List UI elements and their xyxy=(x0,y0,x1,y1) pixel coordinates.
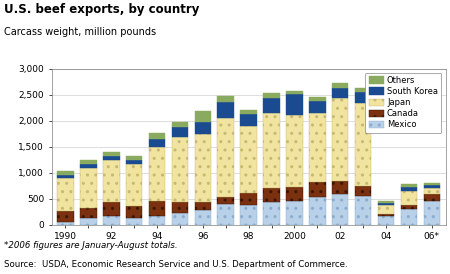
Bar xyxy=(400,187,417,191)
Bar xyxy=(400,205,417,209)
Bar xyxy=(80,218,97,225)
Text: Source:  USDA, Economic Research Service and U.S. Department of Commerce.: Source: USDA, Economic Research Service … xyxy=(4,260,348,269)
Bar xyxy=(286,201,303,225)
Legend: Others, South Korea, Japan, Canada, Mexico: Others, South Korea, Japan, Canada, Mexi… xyxy=(365,73,441,133)
Bar xyxy=(194,134,211,201)
Bar xyxy=(126,206,142,218)
Bar xyxy=(126,156,142,159)
Bar xyxy=(149,201,165,216)
Bar xyxy=(286,91,303,94)
Bar xyxy=(172,213,188,225)
Bar xyxy=(80,208,97,218)
Bar xyxy=(149,139,165,147)
Bar xyxy=(332,181,348,194)
Bar xyxy=(103,152,120,156)
Bar xyxy=(263,189,280,202)
Bar xyxy=(355,186,371,196)
Bar xyxy=(400,209,417,225)
Bar xyxy=(149,147,165,201)
Bar xyxy=(103,202,120,216)
Bar xyxy=(355,87,371,92)
Bar xyxy=(332,88,348,98)
Bar xyxy=(217,197,234,204)
Text: U.S. beef exports, by country: U.S. beef exports, by country xyxy=(4,3,200,16)
Bar xyxy=(423,188,440,195)
Bar xyxy=(332,83,348,88)
Text: Carcass weight, million pounds: Carcass weight, million pounds xyxy=(4,27,157,37)
Bar xyxy=(103,156,120,160)
Bar xyxy=(217,96,234,102)
Bar xyxy=(286,115,303,187)
Bar xyxy=(263,93,280,98)
Bar xyxy=(400,184,417,187)
Bar xyxy=(57,178,74,211)
Bar xyxy=(240,205,257,225)
Bar xyxy=(194,122,211,134)
Bar xyxy=(126,164,142,206)
Bar xyxy=(378,201,394,203)
Bar xyxy=(309,97,325,101)
Bar xyxy=(423,201,440,225)
Bar xyxy=(240,110,257,113)
Text: *2006 figures are January-August totals.: *2006 figures are January-August totals. xyxy=(4,241,178,250)
Bar xyxy=(57,222,74,225)
Bar xyxy=(355,92,371,102)
Bar xyxy=(423,195,440,201)
Bar xyxy=(286,94,303,115)
Bar xyxy=(172,127,188,137)
Bar xyxy=(378,214,394,216)
Bar xyxy=(217,204,234,225)
Bar xyxy=(80,164,97,168)
Bar xyxy=(332,98,348,181)
Bar xyxy=(57,211,74,222)
Bar xyxy=(103,216,120,225)
Bar xyxy=(57,175,74,178)
Bar xyxy=(194,210,211,225)
Bar xyxy=(172,137,188,202)
Bar xyxy=(378,203,394,206)
Bar xyxy=(309,182,325,197)
Bar xyxy=(149,216,165,225)
Bar xyxy=(194,201,211,210)
Bar xyxy=(400,191,417,205)
Bar xyxy=(286,187,303,201)
Bar xyxy=(332,194,348,225)
Bar xyxy=(240,126,257,193)
Bar xyxy=(172,202,188,213)
Bar xyxy=(423,183,440,185)
Bar xyxy=(80,160,97,164)
Bar xyxy=(217,118,234,197)
Bar xyxy=(57,171,74,175)
Bar xyxy=(355,102,371,186)
Bar xyxy=(263,202,280,225)
Bar xyxy=(378,206,394,214)
Bar xyxy=(423,185,440,188)
Bar xyxy=(126,218,142,225)
Bar xyxy=(309,113,325,182)
Bar xyxy=(240,113,257,126)
Bar xyxy=(240,193,257,205)
Bar xyxy=(309,101,325,113)
Bar xyxy=(103,160,120,202)
Bar xyxy=(263,113,280,189)
Bar xyxy=(309,197,325,225)
Bar xyxy=(172,122,188,127)
Bar xyxy=(80,168,97,208)
Bar xyxy=(149,133,165,139)
Bar xyxy=(378,216,394,225)
Bar xyxy=(263,98,280,113)
Bar xyxy=(126,159,142,164)
Bar xyxy=(194,112,211,122)
Bar xyxy=(355,196,371,225)
Bar xyxy=(217,102,234,118)
